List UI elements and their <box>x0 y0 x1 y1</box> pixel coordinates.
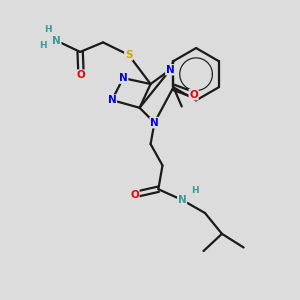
Text: O: O <box>77 70 85 80</box>
Text: O: O <box>189 90 198 100</box>
Text: N: N <box>108 95 116 105</box>
Text: S: S <box>125 50 132 60</box>
Text: H: H <box>39 41 47 50</box>
Text: N: N <box>178 195 187 205</box>
Text: N: N <box>119 73 128 83</box>
Text: N: N <box>150 118 159 128</box>
Text: H: H <box>44 25 52 34</box>
Text: O: O <box>130 190 139 200</box>
Text: N: N <box>166 65 175 75</box>
Text: N: N <box>52 36 61 46</box>
Text: H: H <box>191 186 198 195</box>
